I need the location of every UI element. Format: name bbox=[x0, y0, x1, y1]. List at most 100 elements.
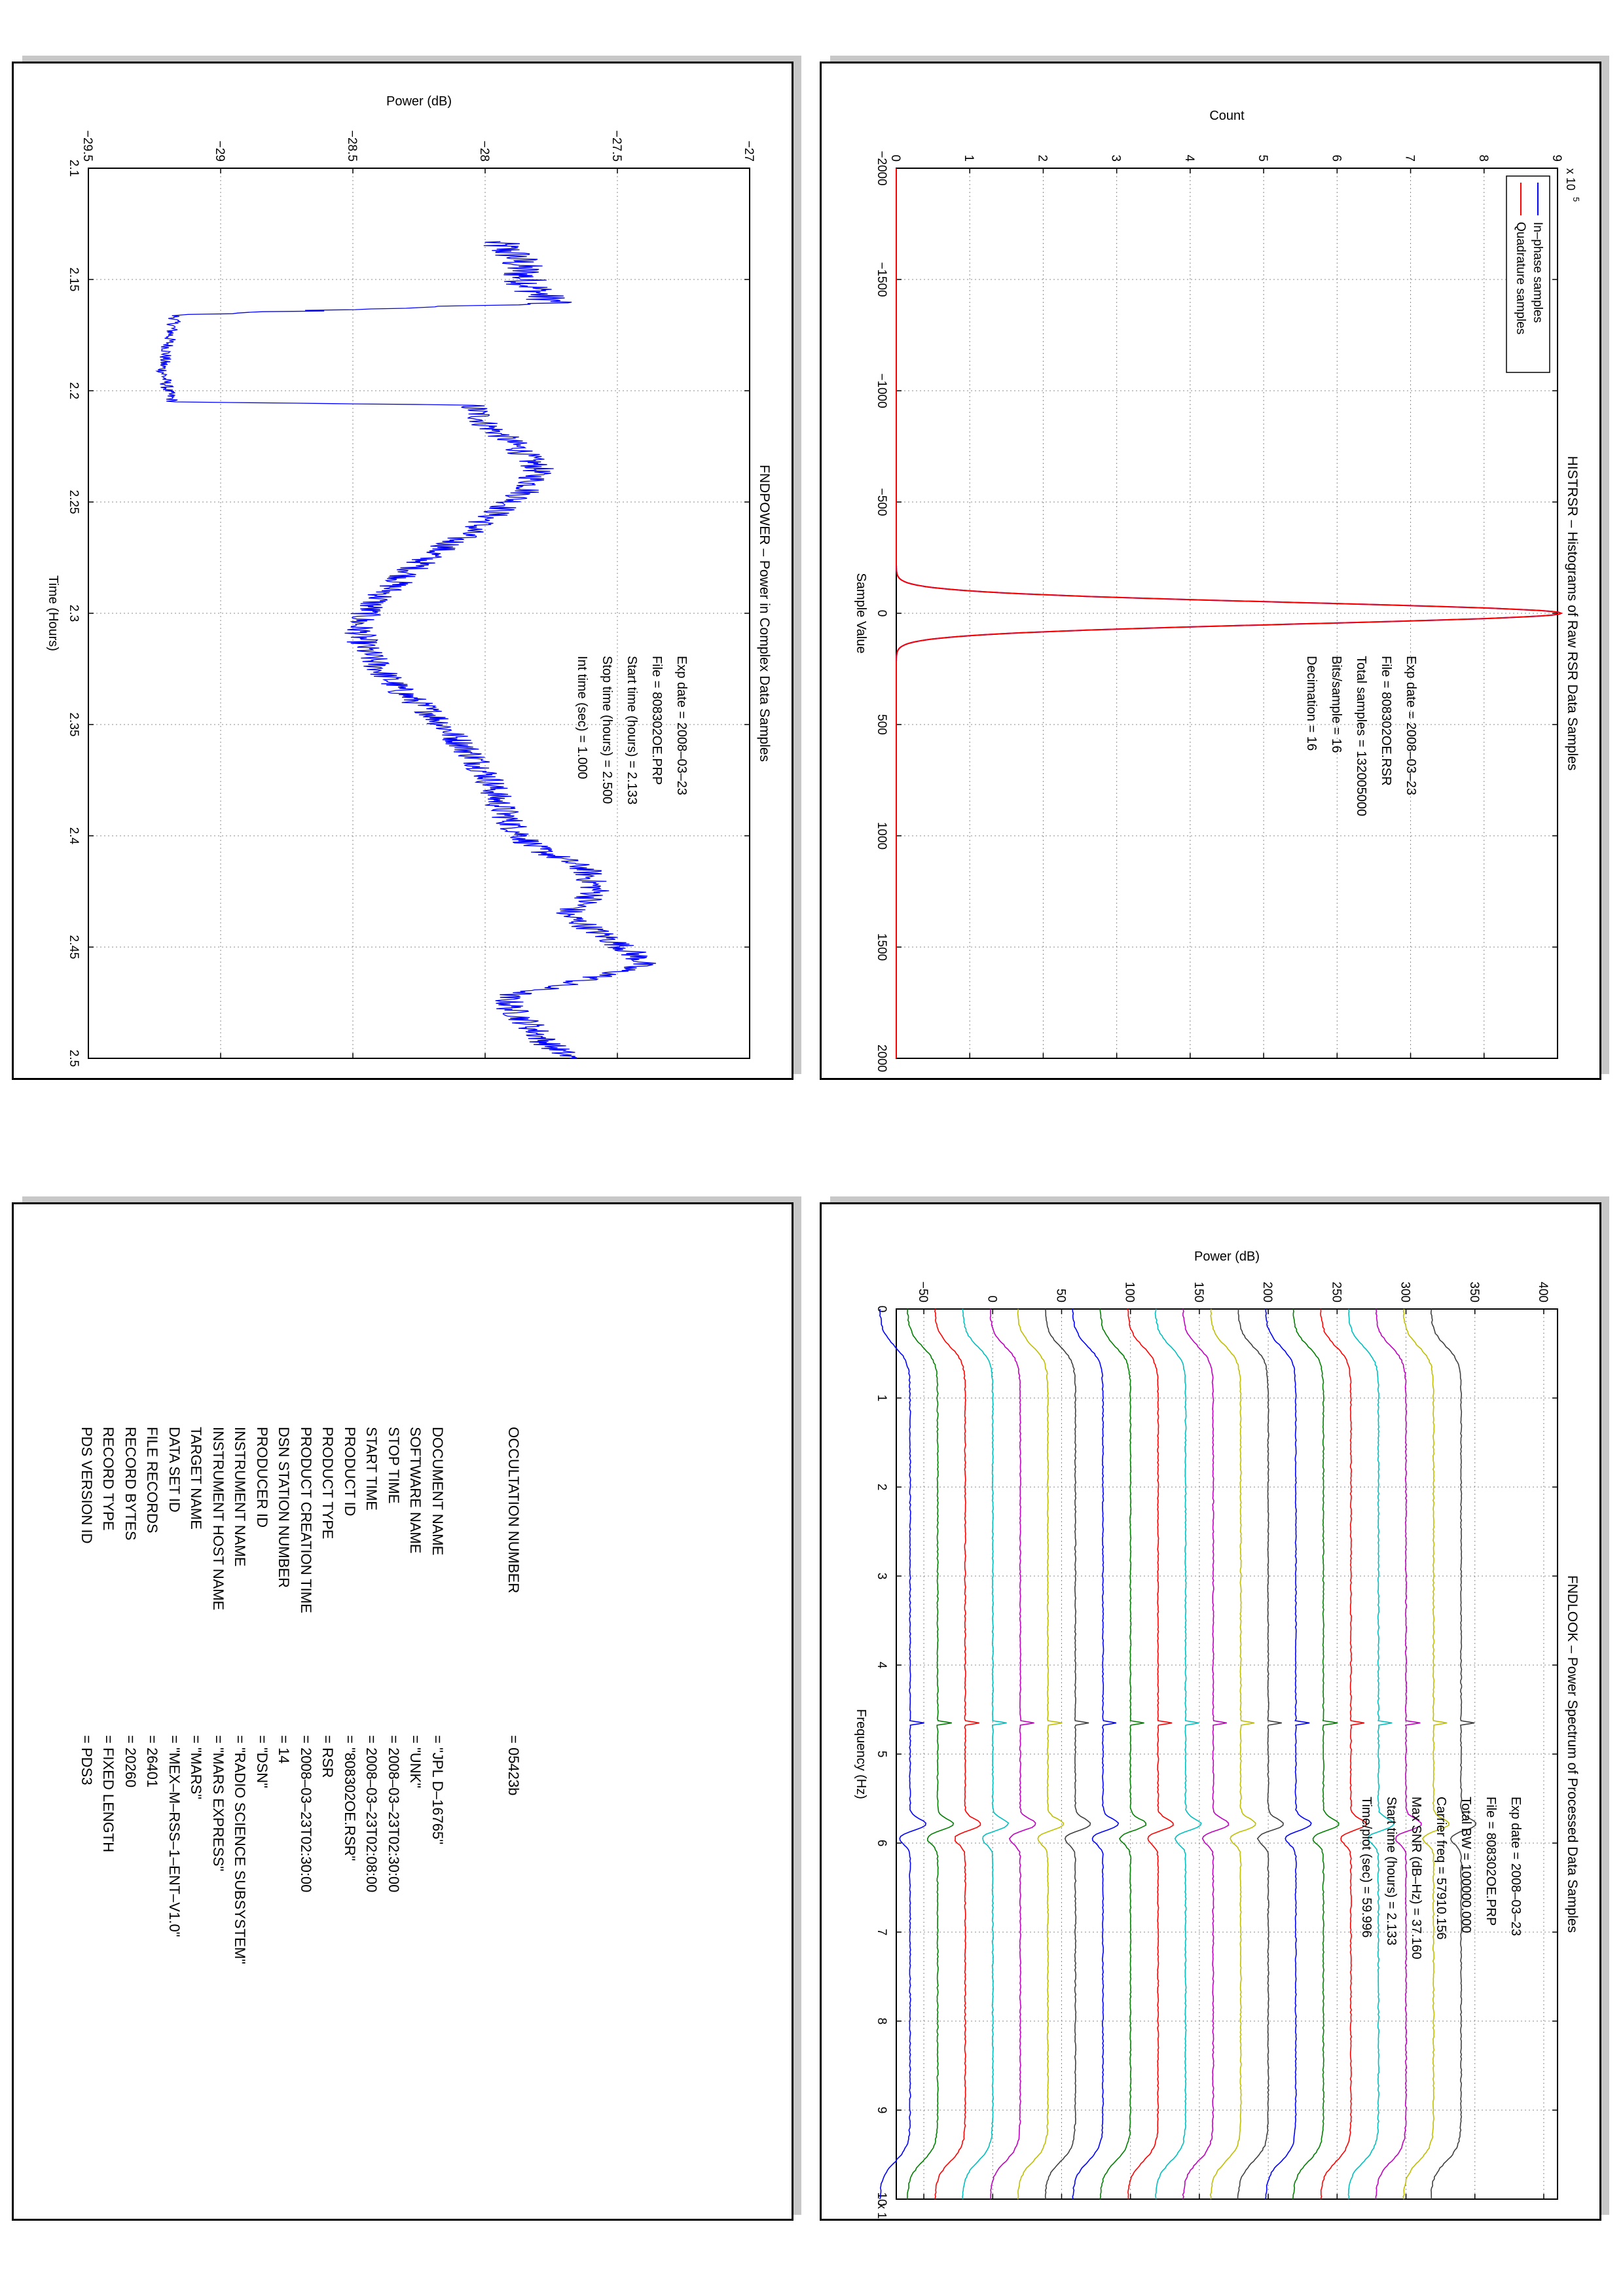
spectrum-series-line bbox=[1182, 1308, 1230, 2200]
label-key: PRODUCT TYPE bbox=[319, 1427, 337, 1539]
spectrum-series-line bbox=[1017, 1308, 1065, 2200]
power-info-line: Int time (sec) = 1.000 bbox=[575, 656, 589, 779]
x-tick-label: 2.3 bbox=[67, 605, 81, 622]
y-tick-label: −29.5 bbox=[81, 130, 94, 162]
y-tick-label: 100 bbox=[1123, 1282, 1137, 1302]
power-info-line: Stop time (hours) = 2.500 bbox=[600, 656, 614, 804]
x-tick-label: 1000 bbox=[875, 822, 888, 850]
legend-entry: In–phase samples bbox=[1531, 222, 1544, 323]
spectrum-series-line bbox=[1375, 1308, 1422, 2200]
spectrum-info-line: Total BW = 100000.000 bbox=[1459, 1797, 1473, 1933]
label-value: = "JPL D–16765" bbox=[429, 1735, 446, 1845]
spectrum-info-line: Max SNR (dB–Hz) = 37.160 bbox=[1409, 1797, 1423, 1959]
x-tick-label: 5 bbox=[875, 1751, 888, 1758]
x-tick-label: 2.2 bbox=[67, 382, 81, 399]
spectrum-series-line bbox=[879, 1308, 926, 2200]
y-tick-label: 8 bbox=[1476, 154, 1490, 162]
spectrum-series-line bbox=[1320, 1308, 1367, 2200]
spectrum-series-line bbox=[962, 1308, 1010, 2200]
spectrum-series-line bbox=[934, 1308, 981, 2200]
x-tick-label: −500 bbox=[875, 488, 888, 516]
y-tick-label: 2 bbox=[1035, 154, 1049, 162]
y-exponent-label: x 10 bbox=[1564, 168, 1577, 190]
occultation-key: OCCULTATION NUMBER bbox=[505, 1427, 522, 1594]
legend-box bbox=[1506, 175, 1550, 373]
x-tick-label: 2.25 bbox=[67, 490, 81, 514]
x-tick-label: 1500 bbox=[875, 933, 888, 961]
x-tick-label: 2000 bbox=[875, 1045, 888, 1072]
chart-title: FNDLOOK – Power Spectrum of Processed Da… bbox=[1565, 1575, 1580, 1933]
y-tick-label: 150 bbox=[1192, 1282, 1205, 1302]
label-key: TARGET NAME bbox=[188, 1427, 205, 1530]
x-tick-label: −2000 bbox=[875, 151, 888, 185]
histogram-info-line: Exp date = 2008–03–23 bbox=[1404, 656, 1418, 795]
label-key: START TIME bbox=[363, 1427, 380, 1511]
x-tick-label: 6 bbox=[875, 1840, 888, 1847]
y-tick-label: 0 bbox=[985, 1295, 998, 1302]
spectrum-series-line bbox=[1237, 1309, 1284, 2200]
spectrum-info-line: Start time (hours) = 2.133 bbox=[1384, 1797, 1398, 1945]
spectrum-series-line bbox=[1347, 1308, 1395, 2200]
x-exponent-label: x 10 bbox=[875, 2203, 888, 2221]
histogram-rotated: −2000 −1500 −1000 −500 0 500 1000 1500 2000 0 1 2 3 4… bbox=[822, 63, 1599, 1078]
x-axis-label: Time (Hours) bbox=[46, 575, 60, 651]
y-tick-label: 350 bbox=[1467, 1282, 1481, 1302]
y-exponent-power: 5 bbox=[1571, 197, 1581, 202]
series-quadrature-line bbox=[896, 168, 1563, 1058]
label-value: = 2008–03–23T02:30:00 bbox=[386, 1735, 402, 1893]
label-key: DATA SET ID bbox=[166, 1427, 183, 1513]
histogram-chart: −2000 −1500 −1000 −500 0 500 1000 1500 2000 0 1 2 3 4… bbox=[854, 109, 1581, 1072]
histogram-info-line: File = 808302OE.RSR bbox=[1379, 656, 1393, 785]
y-tick-label: 4 bbox=[1182, 154, 1196, 162]
spectrum-series-line bbox=[1265, 1308, 1312, 2200]
label-value: = 14 bbox=[276, 1735, 293, 1764]
label-value: = FIXED LENGTH bbox=[100, 1735, 117, 1853]
y-tick-label: 50 bbox=[1054, 1289, 1068, 1302]
label-key: DOCUMENT NAME bbox=[429, 1427, 446, 1556]
spectrum-info-line: File = 808302OE.PRP bbox=[1484, 1797, 1498, 1926]
y-tick-label: 9 bbox=[1550, 154, 1563, 162]
plot-frame bbox=[896, 168, 1558, 1059]
x-tick-label: 8 bbox=[875, 2018, 888, 2025]
spectrum-series-line bbox=[1209, 1308, 1256, 2200]
label-key: PRODUCT ID bbox=[342, 1427, 358, 1516]
x-tick-label: 1 bbox=[875, 1395, 888, 1402]
label-key: INSTRUMENT NAME bbox=[232, 1427, 249, 1567]
power-info-line: Start time (hours) = 2.133 bbox=[625, 656, 639, 804]
spectrum-series-line bbox=[906, 1308, 955, 2200]
label-panel: PDS VERSION ID = PDS3 RECORD TYPE = FIXED L… bbox=[12, 1202, 793, 2221]
histogram-info-line: Total samples = 132005000 bbox=[1354, 656, 1368, 816]
x-tick-label: 10 bbox=[875, 2192, 888, 2206]
y-tick-label: −27 bbox=[742, 141, 756, 162]
spectrum-info-line: Carrier freq = 57910.156 bbox=[1434, 1797, 1448, 1939]
label-value: = 2008–03–23T02:08:00 bbox=[363, 1735, 380, 1893]
label-key: SOFTWARE NAME bbox=[407, 1427, 424, 1554]
histogram-info-line: Decimation = 16 bbox=[1304, 656, 1319, 751]
label-key: RECORD BYTES bbox=[122, 1427, 139, 1541]
y-tick-label: 300 bbox=[1398, 1282, 1412, 1302]
y-tick-label: 6 bbox=[1329, 154, 1343, 162]
spectrum-series-line bbox=[1072, 1308, 1120, 2200]
y-tick-label: 5 bbox=[1256, 154, 1269, 162]
label-value: = PDS3 bbox=[79, 1735, 95, 1785]
label-value: = "RADIO SCIENCE SUBSYSTEM" bbox=[232, 1735, 249, 1964]
label-value: = 26401 bbox=[144, 1735, 161, 1788]
label-key: RECORD TYPE bbox=[100, 1427, 117, 1531]
label-key: INSTRUMENT HOST NAME bbox=[210, 1427, 227, 1611]
x-tick-label: 2.35 bbox=[67, 713, 81, 737]
label-key: PRODUCT CREATION TIME bbox=[298, 1427, 314, 1613]
y-tick-label: −29 bbox=[213, 141, 227, 162]
pds-label-table: PDS VERSION ID = PDS3 RECORD TYPE = FIXED L… bbox=[14, 1204, 792, 2219]
series-inphase-line bbox=[896, 168, 1563, 1058]
x-tick-label: 2.4 bbox=[67, 827, 81, 845]
x-tick-label: −1500 bbox=[875, 262, 888, 296]
x-axis-label: Frequency (Hz) bbox=[854, 1709, 868, 1799]
y-tick-label: 0 bbox=[888, 154, 902, 162]
spectrum-series-line bbox=[1402, 1308, 1450, 2200]
x-tick-label: 500 bbox=[875, 714, 888, 735]
spectrum-series-line bbox=[1154, 1308, 1202, 2200]
legend-entry: Quadrature samples bbox=[1514, 222, 1527, 334]
label-value: = "MEX–M–RSS–1–ENT–V1.0" bbox=[166, 1735, 183, 1937]
label-rotated: PDS VERSION ID = PDS3 RECORD TYPE = FIXED L… bbox=[14, 1204, 792, 2219]
y-tick-label: −50 bbox=[916, 1282, 930, 1302]
